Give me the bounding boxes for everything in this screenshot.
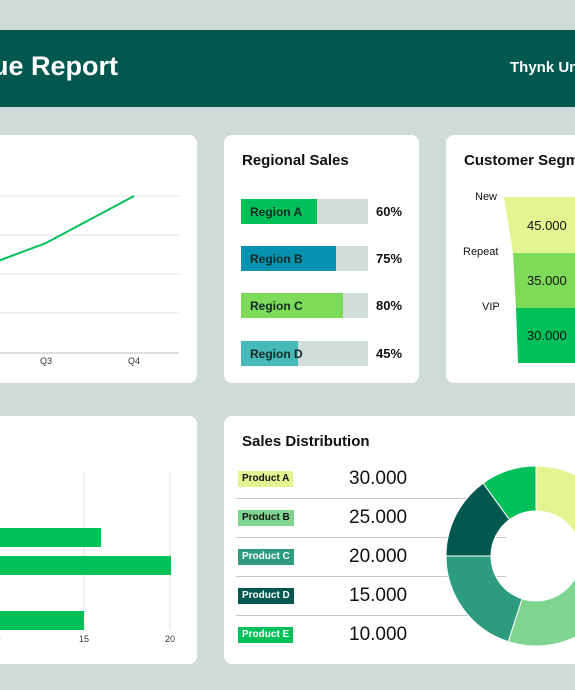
region-bar: Region A — [241, 199, 368, 224]
product-row: Product B 25.000 — [236, 499, 506, 538]
product-row: Product E 10.000 — [236, 616, 506, 655]
product-tag: Product C — [238, 549, 294, 565]
region-percent: 60% — [376, 204, 403, 219]
region-bar-fill — [241, 199, 318, 224]
company-name: Thynk Un — [510, 59, 575, 76]
segment-value: 45.000 — [527, 218, 567, 233]
region-bar: Region B — [241, 246, 368, 271]
donut-slice — [535, 465, 575, 535]
x-tick-label: 20 — [165, 634, 175, 644]
region-bar-fill — [241, 246, 337, 271]
donut-slice — [445, 555, 523, 643]
sales-distribution-card: Sales Distribution Product A 30.000 Prod… — [224, 416, 575, 664]
funnel-segment-vip — [516, 308, 575, 363]
report-title: ue Report — [0, 51, 119, 81]
product-value: 20.000 — [349, 546, 408, 567]
product-tag: Product B — [238, 510, 294, 526]
region-bar: Region D — [241, 341, 368, 366]
product-tag: Product D — [238, 588, 294, 604]
x-tick-label: Q3 — [40, 356, 52, 366]
funnel-segment-repeat — [513, 253, 575, 308]
region-percent: 75% — [376, 251, 403, 266]
customer-segments-card: Customer Segm New Repeat VIP 45.000 35.0… — [446, 135, 575, 383]
funnel-segment-new — [504, 197, 575, 253]
region-bar-fill — [241, 341, 299, 366]
sales-donut-chart — [445, 465, 575, 647]
report-header: ue Report Thynk Un — [0, 30, 575, 107]
region-bar: Region C — [241, 293, 368, 318]
segment-funnel-chart: 45.000 35.000 30.000 — [504, 197, 575, 363]
revenue-series-line — [0, 195, 135, 262]
product-row: Product D 15.000 — [236, 577, 506, 616]
horizontal-bar-chart: 0 15 20 — [0, 473, 175, 644]
region-percent: 80% — [376, 298, 403, 313]
x-tick-label: Q4 — [128, 356, 140, 366]
region-label: Region B — [250, 252, 303, 266]
region-percent: 45% — [376, 346, 403, 361]
segment-value: 35.000 — [527, 273, 567, 288]
segment-label: VIP — [482, 301, 500, 313]
card-title: Regional Sales — [242, 152, 349, 169]
region-label: Region D — [250, 347, 303, 361]
product-value: 25.000 — [349, 507, 408, 528]
segment-label: Repeat — [463, 246, 499, 258]
region-label: Region C — [250, 299, 303, 313]
regional-sales-card: Regional Sales Region A 60% Region B 75%… — [224, 135, 419, 383]
product-row: Product A 30.000 — [236, 460, 506, 499]
donut-slice — [507, 577, 575, 647]
card-title: Sales Distribution — [242, 433, 370, 450]
product-value: 10.000 — [349, 624, 408, 645]
bar — [0, 528, 101, 547]
product-bar-card: 0 15 20 — [0, 416, 197, 664]
product-tag: Product A — [238, 471, 294, 487]
region-bar-fill — [241, 293, 343, 318]
x-tick-label: 15 — [79, 634, 89, 644]
product-row: Product C 20.000 — [236, 538, 506, 577]
product-value: 15.000 — [349, 585, 408, 606]
bar — [0, 556, 171, 575]
region-label: Region A — [250, 205, 303, 219]
card-title: Customer Segm — [464, 152, 575, 169]
revenue-trend-card: Q3 Q4 — [0, 135, 197, 383]
segment-label: New — [475, 191, 498, 203]
revenue-line-chart: Q3 Q4 — [0, 195, 179, 366]
product-value: 30.000 — [349, 468, 408, 489]
bar — [0, 611, 84, 630]
x-tick-label: 0 — [0, 634, 1, 644]
donut-slice — [482, 465, 537, 521]
segment-value: 30.000 — [527, 328, 567, 343]
product-tag: Product E — [238, 627, 294, 643]
